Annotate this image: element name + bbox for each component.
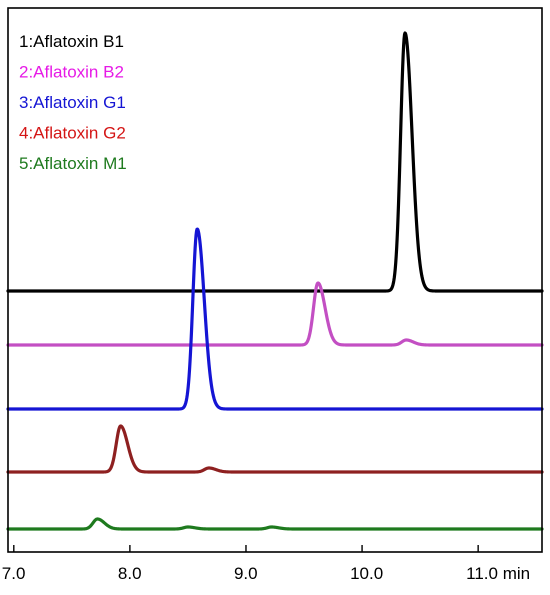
series-line — [6, 227, 544, 411]
legend-entry: 2:Aflatoxin B2 — [19, 63, 124, 82]
legend: 1:Aflatoxin B1 2:Aflatoxin B2 3:Aflatoxin … — [19, 32, 127, 173]
x-tick-label: 9.0 — [234, 564, 258, 583]
plot-frame — [7, 7, 543, 553]
series-line — [6, 281, 544, 347]
legend-entry: 5:Aflatoxin M1 — [19, 154, 127, 173]
series-line — [6, 31, 544, 293]
traces-layer — [6, 31, 544, 531]
x-tick-label: 8.0 — [118, 564, 142, 583]
legend-entry: 3:Aflatoxin G1 — [19, 93, 126, 112]
x-tick-label: 11.0 min — [466, 564, 530, 583]
series-line — [6, 424, 544, 474]
x-tick-label: 7.0 — [2, 564, 26, 583]
x-axis: 7.0 8.0 9.0 10.0 11.0 min — [2, 545, 530, 583]
series-line — [6, 517, 544, 531]
x-tick-label: 10.0 — [350, 564, 383, 583]
legend-entry: 1:Aflatoxin B1 — [19, 32, 124, 51]
legend-entry: 4:Aflatoxin G2 — [19, 124, 126, 143]
